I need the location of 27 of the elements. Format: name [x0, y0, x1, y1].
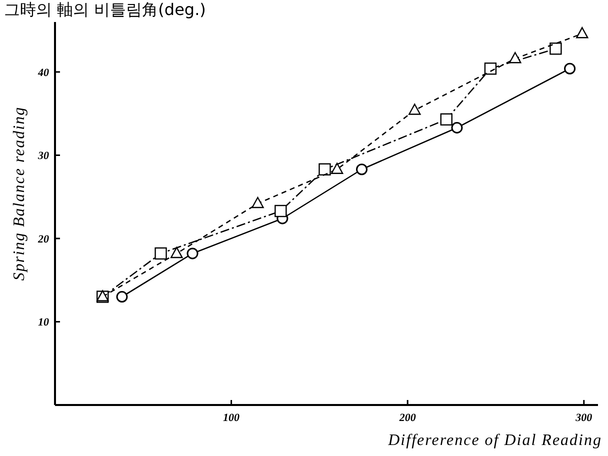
x-tick-label: 200 [398, 412, 416, 424]
point [274, 204, 287, 218]
point [186, 248, 198, 260]
x-axis-title: Differerence of Dial Reading [387, 432, 602, 449]
point [252, 196, 264, 208]
point [484, 62, 497, 75]
point [116, 291, 128, 303]
point [408, 104, 421, 115]
point [170, 246, 183, 258]
point [451, 122, 463, 134]
y-tick-label: 10 [38, 316, 50, 329]
y-axis-title: Spring Balance reading [11, 106, 28, 281]
x-tick-label: 100 [223, 412, 240, 424]
y-tick-label: 30 [37, 150, 50, 162]
point [509, 52, 522, 64]
point [356, 164, 368, 176]
point [550, 42, 562, 55]
point [440, 113, 452, 126]
point [330, 162, 344, 174]
point [318, 163, 331, 176]
point [564, 62, 576, 74]
x-tick-label: 300 [574, 412, 593, 424]
point [576, 27, 588, 38]
point [154, 247, 167, 260]
y-tick-label: 20 [37, 233, 50, 246]
y-tick-label: 40 [37, 66, 50, 79]
title: 그時의 軸의 비틀림角(deg.) [4, 0, 206, 19]
